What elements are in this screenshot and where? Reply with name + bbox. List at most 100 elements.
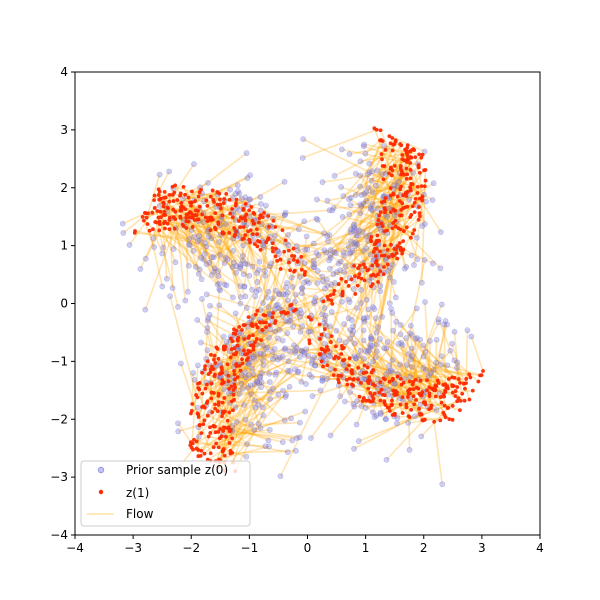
prior-point <box>381 143 387 149</box>
flow-line <box>324 285 350 309</box>
prior-point <box>339 298 345 305</box>
flow-line <box>196 319 235 355</box>
flow-line <box>285 249 308 314</box>
z1-point <box>200 370 205 375</box>
z1-point <box>368 237 373 242</box>
prior-point <box>291 342 297 349</box>
z1-point <box>228 451 233 456</box>
flow-line <box>312 383 348 397</box>
prior-point <box>274 356 281 363</box>
flow-line <box>213 362 235 370</box>
z1-point <box>243 215 247 219</box>
prior-point <box>322 358 329 365</box>
flow-line <box>260 242 268 383</box>
flow-line <box>203 429 231 455</box>
z1-point <box>442 403 447 408</box>
z1-point <box>458 380 462 385</box>
flow-line <box>465 330 469 379</box>
prior-point <box>310 258 317 264</box>
flow-line <box>214 288 221 364</box>
z1-point <box>464 381 468 385</box>
z1-point <box>152 198 156 203</box>
prior-point <box>308 360 315 367</box>
z1-point <box>402 158 407 163</box>
flow-line <box>368 364 448 384</box>
z1-point <box>329 340 333 344</box>
prior-point <box>364 349 371 356</box>
x-tick-label: −2 <box>182 541 200 555</box>
flow-line <box>295 294 359 369</box>
prior-point <box>322 312 329 319</box>
prior-point <box>260 412 267 419</box>
flow-line <box>355 241 379 275</box>
y-tick-label: −1 <box>50 354 68 368</box>
flow-line <box>210 354 286 422</box>
z1-point <box>481 369 485 373</box>
z1-point <box>367 378 372 383</box>
prior-point <box>309 357 316 364</box>
z1-point <box>273 254 278 259</box>
prior-point <box>350 286 357 292</box>
prior-point <box>250 354 257 360</box>
z1-point <box>190 225 195 229</box>
prior-point <box>299 348 306 355</box>
z1-point <box>254 322 258 327</box>
z1-point <box>410 204 415 209</box>
prior-point <box>399 342 406 348</box>
prior-point <box>265 288 272 295</box>
z1-point <box>170 184 175 189</box>
z1-point <box>458 408 462 413</box>
prior-point <box>405 351 412 357</box>
prior-point <box>275 291 282 297</box>
prior-point <box>351 225 358 231</box>
flow-line <box>187 213 191 246</box>
prior-point <box>328 281 335 288</box>
prior-point <box>264 294 271 301</box>
prior-point <box>185 262 192 269</box>
z1-point <box>368 399 373 404</box>
prior-point <box>201 250 208 257</box>
prior-point <box>451 328 458 335</box>
prior-point <box>282 317 289 324</box>
flow-line <box>233 373 259 406</box>
prior-point <box>348 238 354 245</box>
flow-line <box>392 174 402 190</box>
prior-point <box>260 357 266 363</box>
flow-line <box>158 229 241 287</box>
prior-point <box>247 172 254 179</box>
prior-point <box>363 296 370 303</box>
prior-point <box>341 252 347 259</box>
z1-point <box>404 191 409 195</box>
z1-point <box>197 381 202 385</box>
z1-point <box>295 259 300 263</box>
prior-point <box>398 340 405 346</box>
z1-point <box>251 333 255 338</box>
prior-point <box>377 409 384 416</box>
flow-line <box>223 347 271 393</box>
prior-point <box>321 319 327 326</box>
prior-point <box>368 177 375 184</box>
z1-point <box>189 203 193 208</box>
z1-point <box>400 201 405 206</box>
z1-point <box>243 233 248 237</box>
flow-line <box>308 328 326 376</box>
z1-point <box>352 264 356 268</box>
z1-point <box>371 272 376 277</box>
z1-point <box>172 226 177 231</box>
z1-point <box>427 394 432 399</box>
prior-point <box>326 257 332 264</box>
flow-line <box>355 400 368 425</box>
prior-point <box>283 284 290 291</box>
flow-line <box>221 374 250 417</box>
z1-point <box>196 386 201 390</box>
z1-point <box>393 138 398 143</box>
prior-point <box>285 231 292 238</box>
z1-point <box>192 437 196 442</box>
flow-line <box>225 417 292 438</box>
prior-point <box>230 294 236 301</box>
z1-point <box>420 418 425 422</box>
prior-point <box>357 158 364 165</box>
flow-line <box>272 220 315 268</box>
z1-point <box>204 382 209 387</box>
z1-point <box>441 383 446 387</box>
